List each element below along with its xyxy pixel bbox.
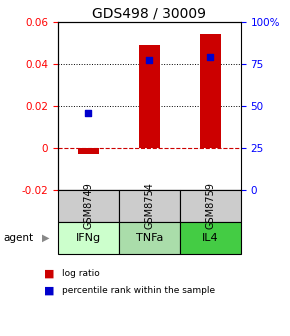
Text: GSM8754: GSM8754 — [144, 182, 154, 229]
Bar — [200, 35, 221, 148]
Text: ■: ■ — [44, 269, 54, 279]
Text: agent: agent — [3, 233, 33, 243]
Bar — [139, 45, 160, 148]
Text: GSM8749: GSM8749 — [84, 182, 93, 229]
Title: GDS498 / 30009: GDS498 / 30009 — [92, 7, 206, 21]
Point — [147, 58, 152, 63]
Text: ■: ■ — [44, 286, 54, 296]
Text: ▶: ▶ — [42, 233, 50, 243]
Bar — [78, 148, 99, 154]
Text: log ratio: log ratio — [62, 269, 100, 278]
Text: GSM8759: GSM8759 — [205, 182, 215, 229]
Text: IL4: IL4 — [202, 233, 219, 243]
Text: TNFa: TNFa — [136, 233, 163, 243]
Point — [86, 110, 91, 115]
Text: percentile rank within the sample: percentile rank within the sample — [62, 286, 215, 295]
Text: IFNg: IFNg — [76, 233, 101, 243]
Point — [208, 54, 213, 60]
